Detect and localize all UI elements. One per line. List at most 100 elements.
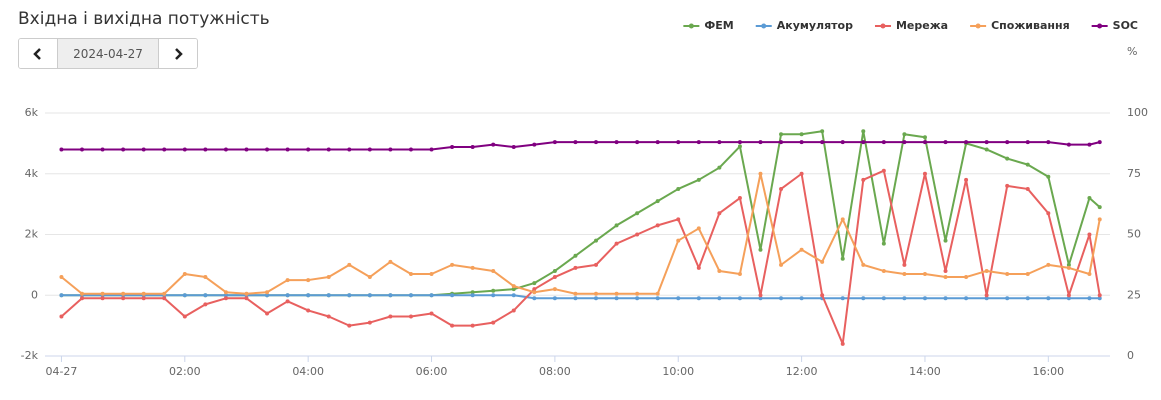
data-point <box>984 147 989 152</box>
data-point <box>840 341 845 346</box>
data-point <box>1066 293 1071 298</box>
series-line <box>61 141 1100 151</box>
data-point <box>943 140 948 145</box>
legend-item[interactable]: Мережа <box>874 19 948 32</box>
data-point <box>532 281 537 286</box>
x-tick-label: 10:00 <box>662 365 694 378</box>
data-point <box>491 142 496 147</box>
data-point <box>655 291 660 296</box>
data-point <box>121 296 126 301</box>
data-point <box>162 296 167 301</box>
data-point <box>450 323 455 328</box>
data-point <box>820 129 825 134</box>
data-point <box>141 296 146 301</box>
data-point <box>594 238 599 243</box>
data-point <box>594 296 599 301</box>
data-point <box>943 275 948 280</box>
data-point <box>162 293 167 298</box>
data-point <box>347 293 352 298</box>
data-point <box>696 140 701 145</box>
legend-item[interactable]: SOC <box>1091 19 1138 32</box>
data-point <box>388 293 393 298</box>
data-point <box>696 177 701 182</box>
data-point <box>635 291 640 296</box>
data-point <box>80 291 85 296</box>
data-point <box>1025 162 1030 167</box>
data-point <box>655 296 660 301</box>
data-point <box>881 168 886 173</box>
data-point <box>306 293 311 298</box>
data-point <box>347 147 352 152</box>
data-point <box>491 288 496 293</box>
data-point <box>203 293 208 298</box>
data-point <box>491 320 496 325</box>
data-point <box>265 293 270 298</box>
data-point <box>223 290 228 295</box>
data-point <box>861 262 866 267</box>
data-point <box>367 293 372 298</box>
series-line <box>61 294 1100 300</box>
data-point <box>203 275 208 280</box>
data-point <box>367 320 372 325</box>
date-field[interactable]: 2024-04-27 <box>57 39 159 68</box>
data-point <box>717 140 722 145</box>
legend-item[interactable]: ФЕМ <box>683 19 734 32</box>
series <box>59 129 1102 298</box>
data-point <box>285 293 290 298</box>
data-point <box>244 293 249 298</box>
data-point <box>737 144 742 149</box>
data-point <box>758 293 763 298</box>
legend-item[interactable]: Акумулятор <box>755 19 853 32</box>
data-point <box>265 290 270 295</box>
y-tick-label: 2k <box>25 228 39 241</box>
data-point <box>696 296 701 301</box>
next-day-button[interactable] <box>159 39 197 68</box>
data-point <box>779 140 784 145</box>
data-point <box>676 238 681 243</box>
x-tick-label: 04-27 <box>45 365 77 378</box>
prev-day-button[interactable] <box>19 39 57 68</box>
data-point <box>121 147 126 152</box>
data-point <box>676 296 681 301</box>
data-point <box>799 140 804 145</box>
data-point <box>429 311 434 316</box>
data-point <box>182 147 187 152</box>
data-point <box>1046 174 1051 179</box>
data-point <box>902 262 907 267</box>
data-point <box>470 293 475 298</box>
data-point <box>182 293 187 298</box>
legend-marker <box>688 23 694 29</box>
data-point <box>614 140 619 145</box>
data-point <box>1097 296 1102 301</box>
data-point <box>408 314 413 319</box>
legend-item[interactable]: Споживання <box>970 19 1070 32</box>
data-point <box>861 296 866 301</box>
data-point <box>326 293 331 298</box>
prev-icon <box>33 47 41 60</box>
data-point <box>1087 296 1092 301</box>
data-point <box>655 140 660 145</box>
data-point <box>347 293 352 298</box>
data-point <box>511 287 516 292</box>
x-tick-label: 16:00 <box>1032 365 1064 378</box>
data-point <box>223 293 228 298</box>
data-point <box>696 265 701 270</box>
data-point <box>881 268 886 273</box>
data-point <box>408 147 413 152</box>
data-point <box>80 296 85 301</box>
data-point <box>285 293 290 298</box>
data-point <box>758 296 763 301</box>
data-point <box>326 147 331 152</box>
data-point <box>1087 196 1092 201</box>
data-point <box>1025 271 1030 276</box>
data-point <box>922 171 927 176</box>
legend-label: SOC <box>1113 19 1138 32</box>
y-tick-label: -2k <box>21 349 39 362</box>
data-point <box>408 271 413 276</box>
data-point <box>182 271 187 276</box>
data-point <box>347 262 352 267</box>
data-point <box>450 293 455 298</box>
data-point <box>717 165 722 170</box>
data-point <box>121 293 126 298</box>
data-point <box>573 265 578 270</box>
